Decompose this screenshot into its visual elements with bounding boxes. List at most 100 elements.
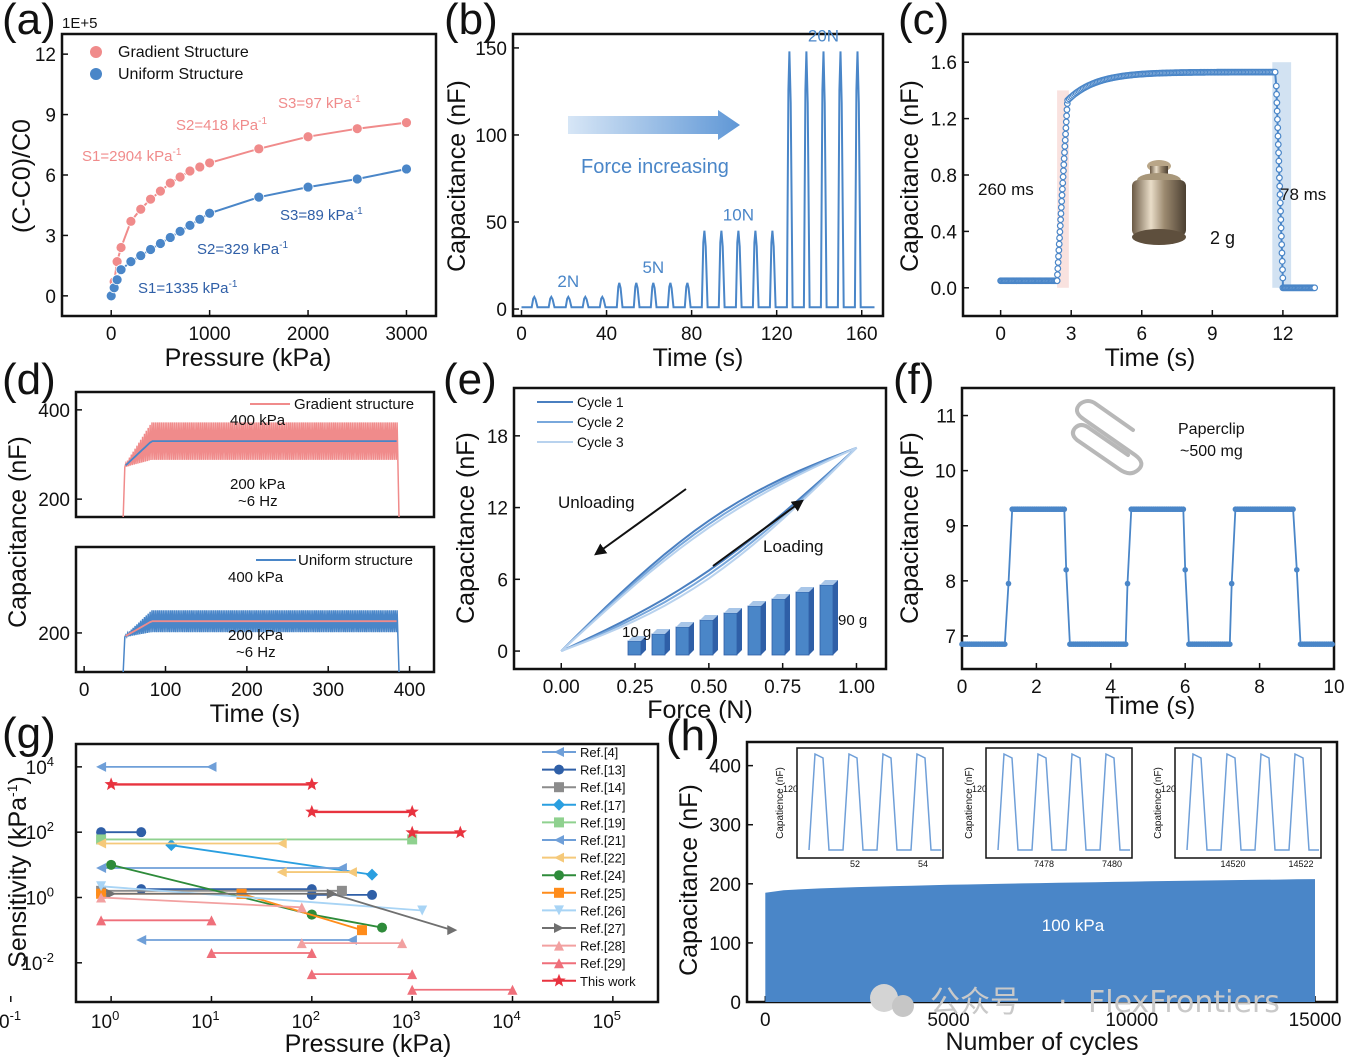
inset-frame — [985, 747, 1133, 859]
data-point — [1058, 185, 1066, 193]
d-bottom-low-label: 200 kPa — [228, 627, 284, 644]
data-point — [1290, 506, 1296, 513]
weight-block-side-icon — [689, 622, 694, 655]
e-xtick-label: 0.75 — [764, 677, 801, 698]
legend-label-cycle3: Cycle 3 — [577, 434, 624, 450]
series-marker-ref-29 — [206, 947, 217, 958]
y-axis-label-b: Capacitance (nF) — [443, 80, 471, 272]
legend-label-ref-4: Ref.[4] — [580, 745, 618, 760]
loading-arrow — [712, 499, 804, 567]
panel-label-d: (d) — [2, 355, 56, 404]
series-marker-ref-14 — [336, 885, 347, 896]
data-point — [1278, 241, 1286, 248]
data-point-uniform — [204, 207, 216, 219]
panel-label-e: (e) — [443, 355, 497, 404]
d-top-ytick-label: 400 — [38, 401, 70, 422]
series-marker-this-work — [104, 777, 118, 791]
legend-a: Gradient Structure Uniform Structure — [90, 44, 249, 83]
e-ytick-label: 0 — [497, 642, 508, 663]
panel-e: (e) 0.00 0.25 0.50 0.75 1.00 0 6 12 18 Force (N)… — [443, 355, 888, 724]
inset-y-label: Capatience (nF) — [775, 767, 786, 839]
panel-label-a: (a) — [2, 0, 56, 44]
wechat-icon — [870, 984, 898, 1012]
data-point — [1054, 265, 1062, 272]
series-segment-ref-17 — [171, 844, 373, 876]
series-segment-ref-28 — [101, 896, 302, 909]
panel-label-b: (b) — [444, 0, 498, 44]
data-point — [1182, 567, 1188, 573]
unloading-label: Unloading — [558, 493, 635, 512]
y-axis-label-d: Capacitance (nF) — [4, 436, 32, 628]
e-ytick-label: 6 — [497, 570, 508, 591]
data-point-uniform — [253, 191, 265, 203]
annotation-blue-s1: S1=1335 kPa-1 — [138, 279, 238, 297]
data-point — [1058, 191, 1066, 199]
inset-xtick: 54 — [918, 859, 928, 869]
inset-xtick: 14522 — [1288, 859, 1313, 869]
data-point — [1001, 641, 1008, 648]
y-axis-label-h: Capacitance (nF) — [675, 784, 703, 976]
inset-ytick: 120 — [783, 784, 798, 794]
weight-block-side-icon — [809, 587, 814, 655]
d-xtick-label: 400 — [394, 680, 426, 701]
legend-label-ref-24: Ref.[24] — [580, 868, 626, 883]
f-ytick-label: 7 — [945, 627, 956, 648]
data-point — [1294, 567, 1300, 573]
legend-label-ref-13: Ref.[13] — [580, 763, 626, 778]
data-point — [1057, 216, 1065, 224]
inset-xtick: 52 — [850, 859, 860, 869]
data-point — [1311, 284, 1319, 292]
weight-block-side-icon — [761, 601, 766, 655]
series-marker-this-work — [305, 777, 319, 791]
inset-trace — [808, 752, 941, 851]
multiplier-a: 1E+5 — [62, 15, 97, 32]
data-point — [1061, 142, 1069, 150]
h-ytick-label: 400 — [709, 757, 741, 778]
c-xtick-label: 0 — [995, 324, 1006, 345]
weight-block-side-icon — [833, 580, 838, 655]
h-ytick-label: 0 — [730, 993, 741, 1014]
force-increasing-label: Force increasing — [581, 156, 729, 178]
data-point-gradient — [184, 165, 196, 177]
e-xtick-label: 0.25 — [617, 677, 654, 698]
data-point — [1277, 207, 1284, 215]
data-point-gradient — [401, 117, 412, 129]
legend-marker-uniform — [90, 68, 102, 80]
series-marker-ref-26 — [96, 881, 107, 892]
data-point — [1273, 99, 1281, 107]
series-marker-ref-22 — [96, 838, 107, 849]
data-point — [1061, 136, 1069, 144]
data-point-uniform — [155, 238, 166, 249]
series-marker-ref-29 — [407, 969, 418, 980]
response-time-label: 260 ms — [978, 180, 1034, 199]
legend-g: Ref.[4] Ref.[13] Ref.[14] Ref.[17] Ref.[19] R… — [542, 745, 636, 989]
a-xtick-label: 2000 — [287, 324, 329, 345]
weight-block-side-icon — [737, 608, 742, 655]
series-marker-ref-22 — [276, 838, 287, 849]
data-point-uniform — [145, 244, 156, 255]
series-marker-ref-13 — [367, 889, 378, 900]
series-marker-this-work — [453, 825, 467, 839]
weight-block-icon — [747, 605, 762, 656]
x-axis-label-e: Force (N) — [647, 696, 753, 724]
x-axis-label-f: Time (s) — [1105, 692, 1196, 720]
weight-block-icon — [795, 591, 810, 656]
b-ytick-label: 50 — [486, 213, 507, 234]
d-top-freq-label: ~6 Hz — [238, 493, 278, 510]
legend-label-gradient: Gradient Structure — [118, 44, 249, 61]
legend-marker-ref-13 — [554, 764, 564, 775]
inset-y-label: Capatience (nF) — [964, 767, 975, 839]
data-point — [1055, 240, 1063, 248]
c-xtick-label: 3 — [1066, 324, 1077, 345]
inset-trace — [1186, 752, 1319, 851]
a-xtick-label: 3000 — [385, 324, 427, 345]
data-point — [1063, 567, 1069, 573]
f-xtick-label: 4 — [1106, 677, 1117, 698]
series-marker-ref-29 — [306, 947, 317, 958]
g-xtick-label: 10-1 — [0, 1008, 21, 1033]
c-ytick-label: 0.4 — [931, 222, 958, 243]
f-xtick-label: 8 — [1254, 677, 1265, 698]
data-point — [1122, 641, 1129, 648]
g-xtick-label: 101 — [191, 1008, 219, 1033]
